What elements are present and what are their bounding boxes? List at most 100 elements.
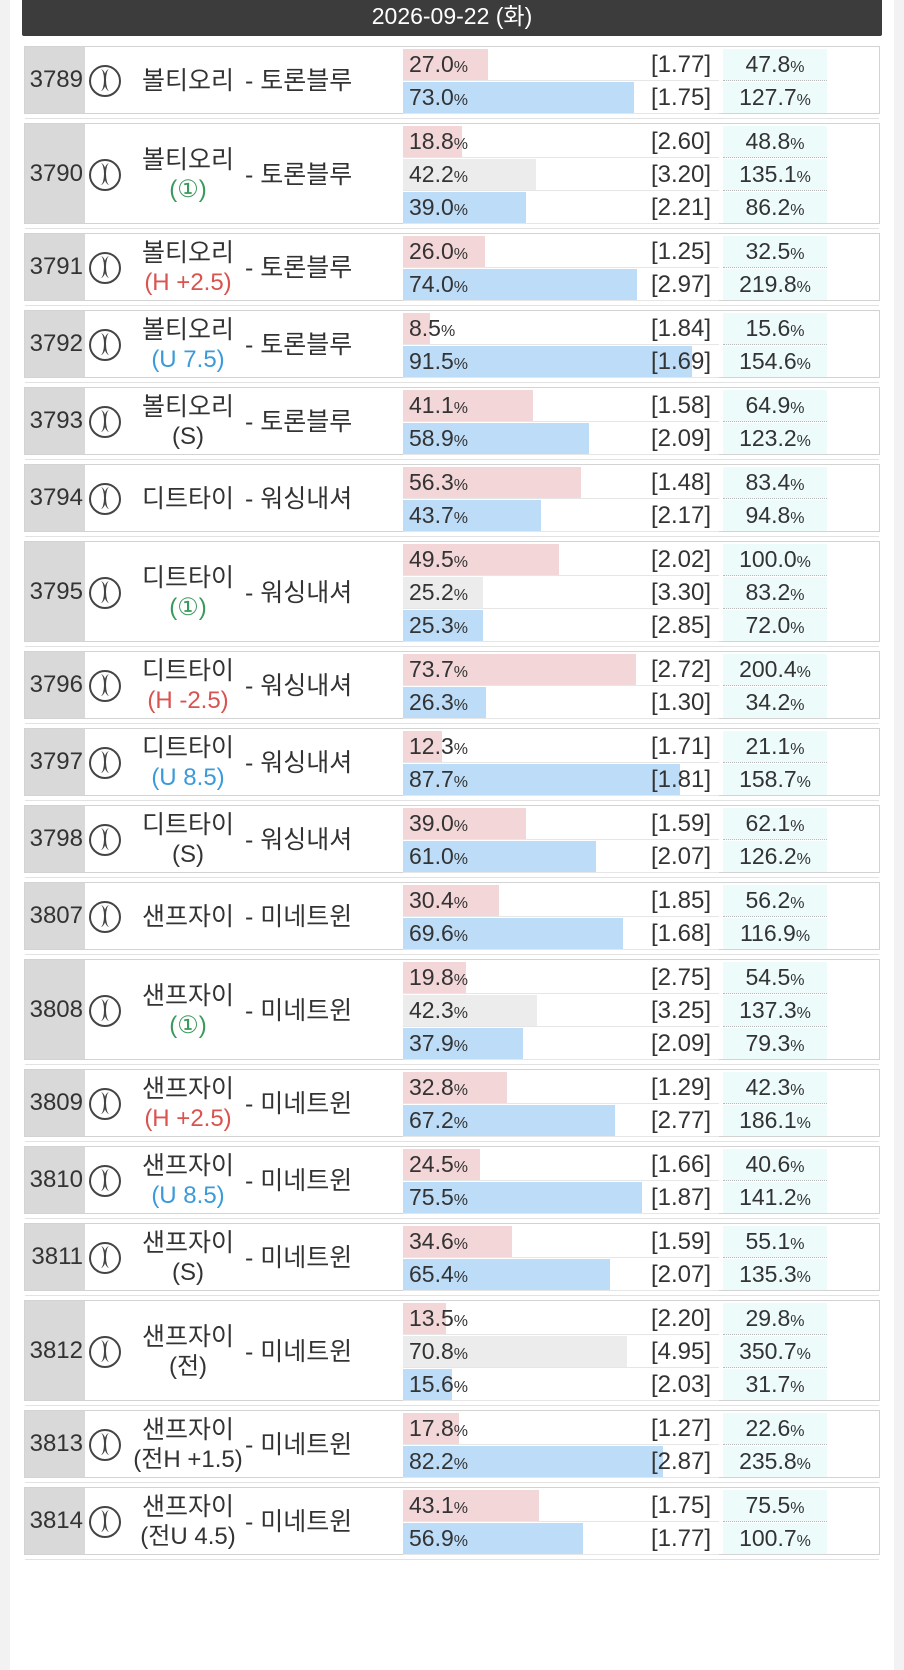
odds-row[interactable]: 42.3% [3.25] 137.3% bbox=[403, 995, 879, 1027]
pick-ratio-cell[interactable]: 8.5% [1.84] bbox=[403, 313, 719, 345]
odds-row[interactable]: 24.5% [1.66] 40.6% bbox=[403, 1149, 879, 1181]
odds-row[interactable]: 39.0% [1.59] 62.1% bbox=[403, 808, 879, 840]
game-block[interactable]: 3790 볼티오리 (①) - 토론블루 18.8% [2.60] 48.8% 42.2% [3… bbox=[24, 123, 880, 229]
pick-ratio-cell[interactable]: 25.3% [2.85] bbox=[403, 610, 719, 642]
pick-ratio-cell[interactable]: 75.5% [1.87] bbox=[403, 1182, 719, 1214]
odds-row[interactable]: 15.6% [2.03] 31.7% bbox=[403, 1369, 879, 1401]
odds-row[interactable]: 25.2% [3.30] 83.2% bbox=[403, 577, 879, 609]
pick-ratio-cell[interactable]: 82.2% [2.87] bbox=[403, 1446, 719, 1478]
odds-row[interactable]: 42.2% [3.20] 135.1% bbox=[403, 159, 879, 191]
pick-ratio-bar bbox=[403, 687, 486, 718]
pick-ratio-cell[interactable]: 74.0% [2.97] bbox=[403, 269, 719, 301]
odds-row[interactable]: 32.8% [1.29] 42.3% bbox=[403, 1072, 879, 1104]
odds-row[interactable]: 82.2% [2.87] 235.8% bbox=[403, 1446, 879, 1478]
pick-ratio-cell[interactable]: 43.7% [2.17] bbox=[403, 500, 719, 532]
pick-ratio-cell[interactable]: 73.7% [2.72] bbox=[403, 654, 719, 686]
game-block[interactable]: 3796 디트타이 (H -2.5) - 워싱내셔 73.7% [2.72] 200.4% 2… bbox=[24, 651, 880, 724]
pick-ratio-cell[interactable]: 43.1% [1.75] bbox=[403, 1490, 719, 1522]
pick-ratio-cell[interactable]: 91.5% [1.69] bbox=[403, 346, 719, 378]
odds-row[interactable]: 25.3% [2.85] 72.0% bbox=[403, 610, 879, 642]
game-block[interactable]: 3808 샌프자이 (①) - 미네트윈 19.8% [2.75] 54.5% 42.3% [3… bbox=[24, 959, 880, 1065]
pick-ratio-cell[interactable]: 56.3% [1.48] bbox=[403, 467, 719, 499]
odds-row[interactable]: 74.0% [2.97] 219.8% bbox=[403, 269, 879, 301]
odds-row[interactable]: 73.0% [1.75] 127.7% bbox=[403, 82, 879, 114]
odds-row[interactable]: 18.8% [2.60] 48.8% bbox=[403, 126, 879, 158]
odds-row[interactable]: 73.7% [2.72] 200.4% bbox=[403, 654, 879, 686]
pick-ratio-cell[interactable]: 25.2% [3.30] bbox=[403, 577, 719, 609]
odds-row[interactable]: 17.8% [1.27] 22.6% bbox=[403, 1413, 879, 1445]
game-block[interactable]: 3811 샌프자이 (S) - 미네트윈 34.6% [1.59] 55.1% 65.4% [2… bbox=[24, 1223, 880, 1296]
pick-ratio-cell[interactable]: 24.5% [1.66] bbox=[403, 1149, 719, 1181]
odds-row[interactable]: 12.3% [1.71] 21.1% bbox=[403, 731, 879, 763]
pick-ratio-cell[interactable]: 73.0% [1.75] bbox=[403, 82, 719, 114]
odds-row[interactable]: 37.9% [2.09] 79.3% bbox=[403, 1028, 879, 1060]
pick-ratio-cell[interactable]: 32.8% [1.29] bbox=[403, 1072, 719, 1104]
pick-ratio-cell[interactable]: 58.9% [2.09] bbox=[403, 423, 719, 455]
odds-row[interactable]: 27.0% [1.77] 47.8% bbox=[403, 49, 879, 81]
pick-ratio-cell[interactable]: 39.0% [1.59] bbox=[403, 808, 719, 840]
odds-row[interactable]: 69.6% [1.68] 116.9% bbox=[403, 918, 879, 950]
pick-ratio-cell[interactable]: 87.7% [1.81] bbox=[403, 764, 719, 796]
return-rate: 32.5% bbox=[723, 236, 827, 268]
pick-ratio-cell[interactable]: 30.4% [1.85] bbox=[403, 885, 719, 917]
pick-ratio-cell[interactable]: 42.2% [3.20] bbox=[403, 159, 719, 191]
odds-row[interactable]: 49.5% [2.02] 100.0% bbox=[403, 544, 879, 576]
pick-ratio-cell[interactable]: 69.6% [1.68] bbox=[403, 918, 719, 950]
odds-row[interactable]: 56.9% [1.77] 100.7% bbox=[403, 1523, 879, 1555]
odds-row[interactable]: 19.8% [2.75] 54.5% bbox=[403, 962, 879, 994]
odds-row[interactable]: 8.5% [1.84] 15.6% bbox=[403, 313, 879, 345]
pick-ratio-cell[interactable]: 26.3% [1.30] bbox=[403, 687, 719, 719]
odds-row[interactable]: 34.6% [1.59] 55.1% bbox=[403, 1226, 879, 1258]
game-block[interactable]: 3792 볼티오리 (U 7.5) - 토론블루 8.5% [1.84] 15.6% 91.5… bbox=[24, 310, 880, 383]
odds-row[interactable]: 65.4% [2.07] 135.3% bbox=[403, 1259, 879, 1291]
pick-ratio-cell[interactable]: 12.3% [1.71] bbox=[403, 731, 719, 763]
game-block[interactable]: 3791 볼티오리 (H +2.5) - 토론블루 26.0% [1.25] 32.5% 74… bbox=[24, 233, 880, 306]
pick-ratio-cell[interactable]: 19.8% [2.75] bbox=[403, 962, 719, 994]
game-block[interactable]: 3795 디트타이 (①) - 워싱내셔 49.5% [2.02] 100.0% 25.2%[… bbox=[24, 541, 880, 647]
pick-ratio-cell[interactable]: 17.8% [1.27] bbox=[403, 1413, 719, 1445]
pick-ratio-cell[interactable]: 15.6% [2.03] bbox=[403, 1369, 719, 1401]
odds-row[interactable]: 26.3% [1.30] 34.2% bbox=[403, 687, 879, 719]
odds-row[interactable]: 61.0% [2.07] 126.2% bbox=[403, 841, 879, 873]
game-block[interactable]: 3793 볼티오리 (S) - 토론블루 41.1% [1.58] 64.9% 58.9% [2… bbox=[24, 387, 880, 460]
pick-ratio-cell[interactable]: 41.1% [1.58] bbox=[403, 390, 719, 422]
pick-ratio-cell[interactable]: 34.6% [1.59] bbox=[403, 1226, 719, 1258]
pick-ratio-cell[interactable]: 70.8% [4.95] bbox=[403, 1336, 719, 1368]
game-block[interactable]: 3797 디트타이 (U 8.5) - 워싱내셔 12.3% [1.71] 21.1% 87.… bbox=[24, 728, 880, 801]
pick-ratio-cell[interactable]: 56.9% [1.77] bbox=[403, 1523, 719, 1555]
odds-row[interactable]: 67.2% [2.77] 186.1% bbox=[403, 1105, 879, 1137]
pick-ratio-cell[interactable]: 26.0% [1.25] bbox=[403, 236, 719, 268]
pick-ratio-cell[interactable]: 18.8% [2.60] bbox=[403, 126, 719, 158]
pick-ratio-cell[interactable]: 61.0% [2.07] bbox=[403, 841, 719, 873]
game-block[interactable]: 3810 샌프자이 (U 8.5) - 미네트윈 24.5% [1.66] 40.6% 75.… bbox=[24, 1146, 880, 1219]
game-block[interactable]: 3807 샌프자이 - 미네트윈 30.4% [1.85] 56.2% 69.6% [1.68… bbox=[24, 882, 880, 955]
game-block[interactable]: 3814 샌프자이 (전U 4.5) - 미네트윈 43.1% [1.75] 75.5% 56… bbox=[24, 1487, 880, 1560]
game-block[interactable]: 3794 디트타이 - 워싱내셔 56.3% [1.48] 83.4% 43.7% [2.17… bbox=[24, 464, 880, 537]
odds-row[interactable]: 43.7% [2.17] 94.8% bbox=[403, 500, 879, 532]
pick-ratio-cell[interactable]: 13.5% [2.20] bbox=[403, 1303, 719, 1335]
odds-row[interactable]: 91.5% [1.69] 154.6% bbox=[403, 346, 879, 378]
odds-row[interactable]: 41.1% [1.58] 64.9% bbox=[403, 390, 879, 422]
game-block[interactable]: 3809 샌프자이 (H +2.5) - 미네트윈 32.8% [1.29] 42.3% 67… bbox=[24, 1069, 880, 1142]
odds-row[interactable]: 13.5% [2.20] 29.8% bbox=[403, 1303, 879, 1335]
game-block[interactable]: 3812 샌프자이 (전) - 미네트윈 13.5% [2.20] 29.8% 70.8% [4… bbox=[24, 1300, 880, 1406]
pick-ratio-cell[interactable]: 49.5% [2.02] bbox=[403, 544, 719, 576]
odds-row[interactable]: 87.7% [1.81] 158.7% bbox=[403, 764, 879, 796]
game-block[interactable]: 3813 샌프자이 (전H +1.5) - 미네트윈 17.8% [1.27] 22.6% 8… bbox=[24, 1410, 880, 1483]
pick-ratio-cell[interactable]: 65.4% [2.07] bbox=[403, 1259, 719, 1291]
odds-row[interactable]: 56.3% [1.48] 83.4% bbox=[403, 467, 879, 499]
odds-row[interactable]: 39.0% [2.21] 86.2% bbox=[403, 192, 879, 224]
odds-row[interactable]: 30.4% [1.85] 56.2% bbox=[403, 885, 879, 917]
pick-ratio-cell[interactable]: 37.9% [2.09] bbox=[403, 1028, 719, 1060]
odds-row[interactable]: 75.5% [1.87] 141.2% bbox=[403, 1182, 879, 1214]
pick-ratio-cell[interactable]: 39.0% [2.21] bbox=[403, 192, 719, 224]
odds-row[interactable]: 26.0% [1.25] 32.5% bbox=[403, 236, 879, 268]
pick-ratio-cell[interactable]: 67.2% [2.77] bbox=[403, 1105, 719, 1137]
game-block[interactable]: 3798 디트타이 (S) - 워싱내셔 39.0% [1.59] 62.1% 61.0% [2… bbox=[24, 805, 880, 878]
game-block[interactable]: 3789 볼티오리 - 토론블루 27.0% [1.77] 47.8% 73.0% [1.75… bbox=[24, 46, 880, 119]
pick-ratio-cell[interactable]: 42.3% [3.25] bbox=[403, 995, 719, 1027]
odds-row[interactable]: 70.8% [4.95] 350.7% bbox=[403, 1336, 879, 1368]
pick-ratio-cell[interactable]: 27.0% [1.77] bbox=[403, 49, 719, 81]
odds-row[interactable]: 58.9% [2.09] 123.2% bbox=[403, 423, 879, 455]
odds-row[interactable]: 43.1% [1.75] 75.5% bbox=[403, 1490, 879, 1522]
